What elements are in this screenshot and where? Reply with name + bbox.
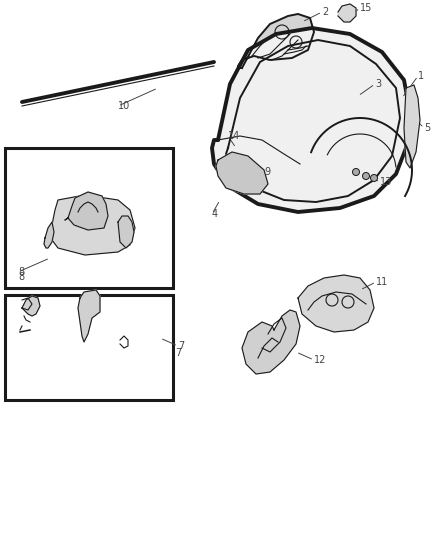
Text: 3: 3 <box>375 79 381 89</box>
Text: 7: 7 <box>178 341 184 351</box>
Text: 9: 9 <box>264 167 270 177</box>
Text: 8: 8 <box>18 267 24 277</box>
Polygon shape <box>238 14 314 68</box>
Polygon shape <box>44 222 54 248</box>
Circle shape <box>363 173 370 180</box>
FancyBboxPatch shape <box>5 295 173 400</box>
Polygon shape <box>78 290 100 342</box>
Text: 2: 2 <box>322 7 328 17</box>
Polygon shape <box>242 310 300 374</box>
Polygon shape <box>45 195 135 255</box>
FancyBboxPatch shape <box>5 148 173 288</box>
Text: 4: 4 <box>212 209 218 219</box>
Text: 5: 5 <box>424 123 430 133</box>
Text: 14: 14 <box>228 131 240 141</box>
Text: 8: 8 <box>18 272 24 282</box>
Text: 10: 10 <box>118 101 130 111</box>
Text: 15: 15 <box>360 3 372 13</box>
Text: 13: 13 <box>380 177 392 187</box>
Polygon shape <box>65 192 108 230</box>
Text: 7: 7 <box>175 348 181 358</box>
Polygon shape <box>338 4 356 22</box>
Text: 12: 12 <box>314 355 326 365</box>
Polygon shape <box>212 28 410 212</box>
Circle shape <box>371 174 378 182</box>
Circle shape <box>353 168 360 175</box>
Polygon shape <box>118 216 134 248</box>
Text: 11: 11 <box>376 277 388 287</box>
Polygon shape <box>404 85 420 168</box>
Polygon shape <box>216 152 268 194</box>
Polygon shape <box>298 275 374 332</box>
Text: 1: 1 <box>418 71 424 81</box>
Polygon shape <box>22 296 40 316</box>
